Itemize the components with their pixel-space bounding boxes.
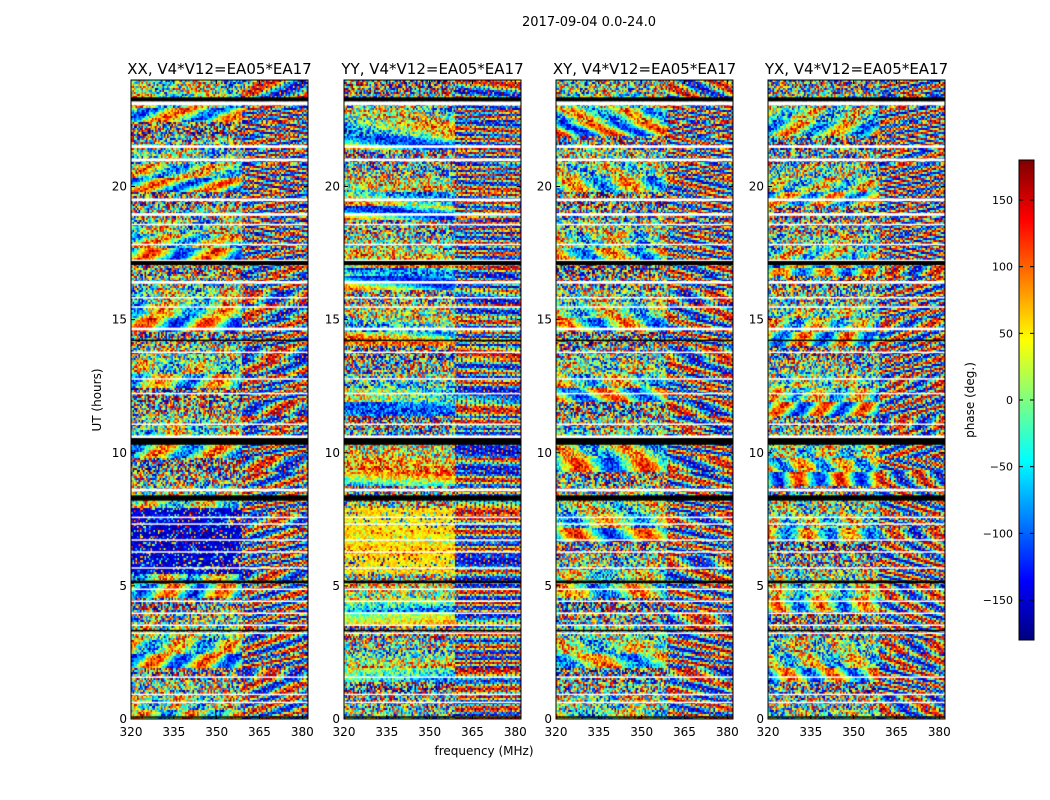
y-tick-label: 5 bbox=[119, 579, 127, 593]
panel-title: XY, V4*V12=EA05*EA17 bbox=[553, 60, 736, 78]
colorbar-tick-label: 0 bbox=[1006, 394, 1013, 407]
y-tick-label: 15 bbox=[537, 313, 552, 327]
y-tick-label: 5 bbox=[756, 579, 764, 593]
x-tick-label: 350 bbox=[205, 725, 228, 739]
panel-frame bbox=[555, 79, 734, 720]
x-tick-label: 365 bbox=[248, 725, 271, 739]
y-tick-label: 0 bbox=[756, 712, 764, 726]
x-tick-label: 380 bbox=[716, 725, 739, 739]
x-tick-label: 380 bbox=[291, 725, 314, 739]
x-tick-label: 365 bbox=[673, 725, 696, 739]
panel-3: XY, V4*V12=EA05*EA17 320 335 350 365 380 0 5 10 1… bbox=[537, 60, 739, 739]
x-tick-label: 365 bbox=[461, 725, 484, 739]
x-tick-label: 380 bbox=[504, 725, 527, 739]
y-tick-label: 0 bbox=[544, 712, 552, 726]
panel-2: YY, V4*V12=EA05*EA17 320 335 350 365 380 0 5 10 1… bbox=[325, 60, 527, 739]
colorbar-label: phase (deg.) bbox=[963, 362, 977, 438]
phase-heatmap bbox=[344, 80, 521, 719]
colorbar: −150 −100 −50 0 50 100 150 phase (deg.) bbox=[963, 159, 1035, 641]
x-tick-label: 380 bbox=[928, 725, 951, 739]
x-axis-label: frequency (MHz) bbox=[434, 744, 533, 758]
phase-heatmap bbox=[131, 80, 308, 719]
x-tick-label: 335 bbox=[799, 725, 822, 739]
x-tick-label: 320 bbox=[333, 725, 356, 739]
x-tick-label: 320 bbox=[545, 725, 568, 739]
x-tick-label: 320 bbox=[757, 725, 780, 739]
panel-title: YY, V4*V12=EA05*EA17 bbox=[340, 60, 523, 78]
x-tick-label: 335 bbox=[587, 725, 610, 739]
y-tick-label: 20 bbox=[749, 180, 764, 194]
figure-title: 2017-09-04 0.0-24.0 bbox=[522, 15, 656, 30]
colorbar-tick-label: 50 bbox=[999, 327, 1013, 340]
panel-1: XX, V4*V12=EA05*EA17 320 335 350 365 380 0 5 10 1… bbox=[112, 60, 314, 739]
y-tick-label: 20 bbox=[112, 180, 127, 194]
x-tick-label: 320 bbox=[120, 725, 143, 739]
phase-heatmap bbox=[768, 80, 945, 719]
y-tick-label: 15 bbox=[749, 313, 764, 327]
panel-frame bbox=[130, 79, 309, 720]
y-tick-label: 15 bbox=[112, 313, 127, 327]
panel-frame bbox=[343, 79, 522, 720]
panel-4: YX, V4*V12=EA05*EA17 320 335 350 365 380 0 5 10 1… bbox=[749, 60, 951, 739]
panel-title: YX, V4*V12=EA05*EA17 bbox=[764, 60, 948, 78]
y-tick-label: 15 bbox=[325, 313, 340, 327]
colorbar-tick-label: −100 bbox=[983, 527, 1013, 540]
y-tick-label: 20 bbox=[325, 180, 340, 194]
y-tick-label: 5 bbox=[544, 579, 552, 593]
x-tick-label: 350 bbox=[630, 725, 653, 739]
y-tick-label: 10 bbox=[325, 446, 340, 460]
panel-title: XX, V4*V12=EA05*EA17 bbox=[127, 60, 311, 78]
y-tick-label: 0 bbox=[332, 712, 340, 726]
y-tick-label: 10 bbox=[749, 446, 764, 460]
x-tick-label: 335 bbox=[162, 725, 185, 739]
x-tick-label: 350 bbox=[842, 725, 865, 739]
x-tick-label: 335 bbox=[375, 725, 398, 739]
x-tick-label: 350 bbox=[418, 725, 441, 739]
y-tick-label: 5 bbox=[332, 579, 340, 593]
y-tick-label: 10 bbox=[112, 446, 127, 460]
y-axis-label: UT (hours) bbox=[90, 368, 104, 431]
colorbar-tick-label: −150 bbox=[983, 594, 1013, 607]
phase-heatmap bbox=[556, 80, 733, 719]
y-tick-label: 10 bbox=[537, 446, 552, 460]
colorbar-tick-label: 150 bbox=[992, 194, 1013, 207]
colorbar-tick-label: 100 bbox=[992, 261, 1013, 274]
x-tick-label: 365 bbox=[885, 725, 908, 739]
panel-frame bbox=[767, 79, 946, 720]
colorbar-tick-label: −50 bbox=[990, 461, 1013, 474]
y-tick-label: 20 bbox=[537, 180, 552, 194]
y-tick-label: 0 bbox=[119, 712, 127, 726]
panels: XX, V4*V12=EA05*EA17 320 335 350 365 380 0 5 10 1… bbox=[112, 60, 951, 739]
